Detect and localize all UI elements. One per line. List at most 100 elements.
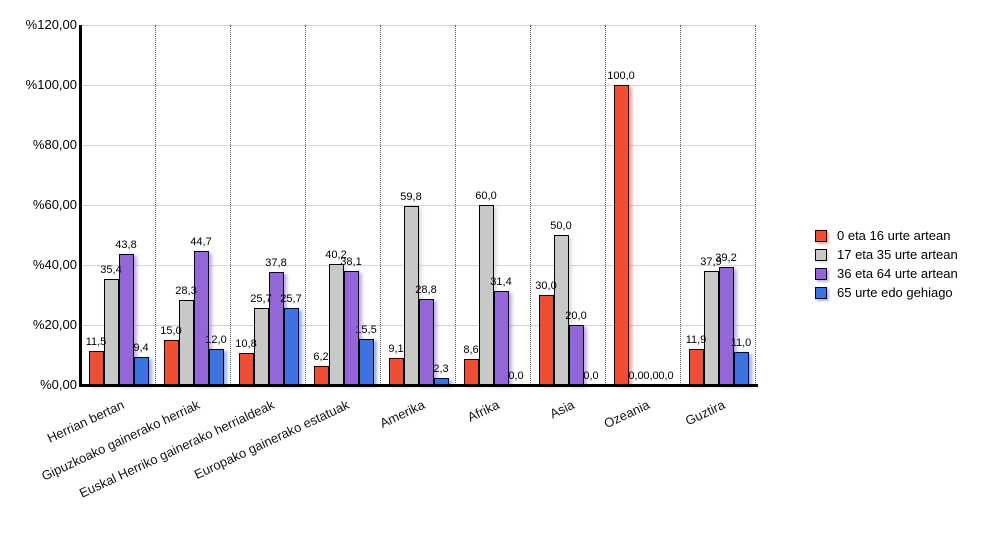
bar-value-label: 0,0 [508, 370, 524, 382]
bar [178, 300, 194, 385]
legend-label: 36 eta 64 urte artean [837, 266, 958, 281]
bar-value-label: 15,0 [160, 325, 182, 337]
bar [238, 352, 254, 385]
bar-value-label: 0,0 [658, 370, 674, 382]
category-separator [530, 25, 531, 385]
category-separator [380, 25, 381, 385]
bar [163, 340, 179, 385]
bar [88, 350, 104, 385]
bar-value-label: 39,2 [715, 252, 737, 265]
legend-item: 36 eta 64 urte artean [815, 264, 958, 283]
legend-label: 17 eta 35 urte artean [837, 247, 958, 262]
legend-item: 65 urte edo gehiago [815, 283, 958, 302]
bar-value-label: 9,1 [388, 342, 404, 355]
x-axis-label: Ozeania [601, 397, 652, 432]
bar-value-label: 100,0 [607, 70, 635, 82]
bar-value-label: 12,0 [205, 334, 227, 346]
legend-swatch-icon [815, 248, 827, 261]
bar-value-label: 59,8 [400, 190, 422, 203]
bar-value-label: 30,0 [535, 280, 557, 292]
bar-value-label: 38,1 [340, 255, 362, 268]
category-separator [755, 25, 756, 385]
bar [103, 278, 119, 385]
bar [538, 295, 554, 385]
y-axis-label: %100,00 [25, 77, 77, 92]
x-axis-line [79, 383, 758, 387]
bar [733, 352, 749, 385]
bar-value-label: 10,8 [235, 337, 257, 350]
bar-value-label: 25,7 [250, 292, 272, 305]
bar-value-label: 25,7 [280, 292, 302, 305]
bar-value-label: 9,4 [133, 341, 149, 354]
x-axis-label: Guztira [682, 397, 727, 429]
bar [718, 267, 734, 385]
legend-item: 0 eta 16 urte artean [815, 226, 958, 245]
category-separator [680, 25, 681, 385]
category-separator [605, 25, 606, 385]
bar-value-label: 37,9 [700, 256, 722, 269]
bar [418, 298, 434, 385]
bar-value-label: 11,0 [730, 337, 752, 349]
legend: 0 eta 16 urte artean 17 eta 35 urte artea… [815, 226, 958, 302]
bar [493, 290, 509, 385]
category-separator [305, 25, 306, 385]
bar [703, 271, 719, 385]
bar-value-label: 2,3 [433, 363, 449, 376]
bar [463, 359, 479, 385]
bar [193, 250, 209, 385]
bar-value-label: 28,3 [175, 285, 197, 298]
bar-value-label: 15,5 [355, 323, 377, 336]
y-axis-label: %20,00 [32, 317, 77, 332]
bar-value-label: 0,0 [628, 370, 644, 382]
bar [688, 349, 704, 385]
bar-value-label: 11,5 [85, 335, 107, 348]
category-separator [155, 25, 156, 385]
x-axis-label: Asia [547, 397, 577, 422]
category-separator [230, 25, 231, 385]
bar [478, 205, 494, 385]
gridline-h [81, 85, 756, 86]
bar-value-label: 6,2 [313, 351, 329, 364]
bar-value-label: 40,2 [325, 249, 347, 262]
bar-value-label: 20,0 [565, 310, 587, 322]
bar-value-label: 0,0 [643, 370, 659, 382]
gridline-h [81, 25, 756, 26]
y-axis-label: %0,00 [40, 377, 77, 392]
legend-label: 0 eta 16 urte artean [837, 228, 951, 243]
bar [388, 357, 404, 385]
bar [133, 356, 149, 385]
bar-value-label: 31,4 [490, 275, 512, 288]
bar [313, 366, 329, 385]
legend-swatch-icon [815, 229, 827, 242]
legend-swatch-icon [815, 267, 827, 280]
y-axis-label: %40,00 [32, 257, 77, 272]
bar-value-label: 28,8 [415, 283, 437, 296]
bar-value-label: 60,0 [475, 190, 497, 202]
legend-label: 65 urte edo gehiago [837, 285, 953, 300]
gridline-h [81, 205, 756, 206]
bar [283, 307, 299, 385]
bar-value-label: 44,7 [190, 235, 212, 248]
bar-value-label: 37,8 [265, 256, 287, 269]
bar-value-label: 35,4 [100, 263, 122, 276]
plot-area: 11,5 35,4 43,8 9,4 15,0 28,3 44,7 12,0 10,8 25,7 3… [79, 25, 758, 387]
category-separator [455, 25, 456, 385]
bar [208, 349, 224, 385]
bar-value-label: 50,0 [550, 220, 572, 232]
y-axis-label: %80,00 [32, 137, 77, 152]
legend-swatch-icon [815, 286, 827, 299]
y-axis-label: %120,00 [25, 17, 77, 32]
bar-value-label: 43,8 [115, 238, 137, 251]
bar-value-label: 8,6 [463, 344, 479, 357]
bar [358, 338, 374, 385]
bar [328, 264, 344, 385]
bar [268, 271, 284, 385]
bar [613, 85, 629, 385]
y-axis-label: %60,00 [32, 197, 77, 212]
gridline-h [81, 265, 756, 266]
legend-item: 17 eta 35 urte artean [815, 245, 958, 264]
bar-value-label: 11,9 [685, 334, 707, 347]
bar-value-label: 0,0 [583, 370, 599, 382]
bar [568, 325, 584, 385]
